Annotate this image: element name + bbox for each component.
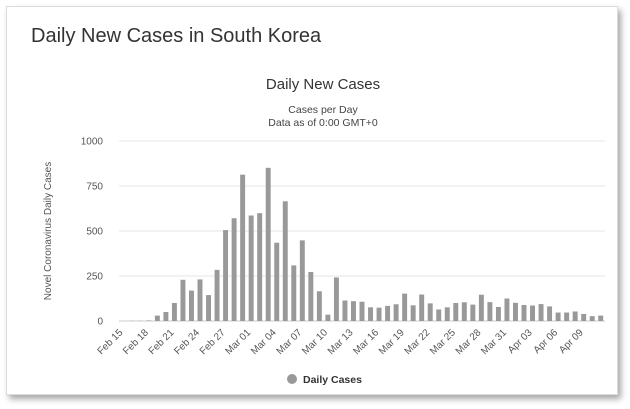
x-tick-label: Mar 28 (454, 327, 484, 357)
bar[interactable] (223, 230, 229, 321)
bar[interactable] (419, 294, 425, 321)
x-tick-label: Mar 25 (428, 327, 458, 357)
x-tick-label: Mar 22 (403, 327, 433, 357)
bar[interactable] (436, 309, 442, 321)
bar[interactable] (308, 272, 314, 321)
legend-marker[interactable] (287, 374, 297, 384)
bar[interactable] (538, 304, 544, 321)
bar[interactable] (589, 316, 595, 321)
bar[interactable] (564, 312, 570, 321)
y-axis-ticks: 0 250 500 750 1000 (81, 137, 104, 328)
bar[interactable] (478, 294, 484, 321)
bar[interactable] (197, 279, 203, 321)
bar[interactable] (453, 303, 459, 321)
bar[interactable] (231, 218, 237, 321)
y-tick-label: 1000 (81, 137, 104, 148)
bar[interactable] (402, 293, 408, 321)
x-tick-label: Apr 06 (532, 327, 561, 356)
bar[interactable] (351, 301, 356, 321)
x-tick-label: Mar 07 (275, 327, 305, 357)
x-tick-label: Feb 27 (198, 327, 228, 357)
x-tick-label: Feb 21 (147, 327, 177, 357)
bar[interactable] (206, 295, 211, 321)
bar[interactable] (444, 307, 450, 321)
bar[interactable] (385, 305, 391, 321)
bar[interactable] (368, 307, 373, 321)
chart-title: Daily New Cases (266, 76, 380, 93)
bar[interactable] (163, 312, 169, 321)
bar-series (129, 167, 604, 322)
bar[interactable] (521, 304, 527, 321)
bar[interactable] (504, 298, 510, 322)
bar[interactable] (572, 311, 578, 321)
bar[interactable] (180, 279, 186, 321)
x-tick-label: Mar 31 (479, 327, 509, 357)
bar[interactable] (265, 167, 271, 321)
bar[interactable] (487, 302, 493, 321)
bar[interactable] (333, 277, 339, 321)
bar[interactable] (282, 201, 288, 321)
x-tick-label: Feb 15 (96, 327, 126, 357)
bar[interactable] (530, 305, 535, 321)
bar-chart: Daily New Cases Cases per Day Data as of… (43, 76, 605, 386)
bar[interactable] (146, 320, 152, 321)
bar[interactable] (495, 306, 501, 321)
bar[interactable] (581, 313, 587, 321)
y-tick-label: 500 (86, 227, 103, 238)
bar[interactable] (461, 302, 467, 321)
bar[interactable] (427, 303, 433, 321)
bar[interactable] (470, 304, 476, 321)
chart-subtitle-line-2: Data as of 0:00 GMT+0 (268, 117, 378, 129)
bar[interactable] (393, 304, 399, 321)
y-axis-label: Novel Coronavirus Daily Cases (43, 162, 54, 300)
chart-subtitle-line-1: Cases per Day (288, 104, 358, 116)
bar[interactable] (154, 315, 160, 321)
bar[interactable] (555, 312, 561, 321)
page-title: Daily New Cases in South Korea (31, 25, 322, 47)
x-tick-label: Apr 09 (557, 327, 586, 356)
bar[interactable] (359, 301, 365, 321)
y-tick-label: 0 (97, 317, 103, 328)
x-tick-label: Mar 01 (223, 327, 253, 357)
bar[interactable] (240, 174, 246, 321)
x-tick-label: Mar 13 (326, 327, 356, 357)
bar[interactable] (171, 303, 177, 321)
bar[interactable] (325, 314, 331, 321)
bar[interactable] (598, 315, 604, 321)
legend[interactable]: Daily Cases (287, 374, 362, 386)
x-tick-label: Mar 16 (351, 327, 381, 357)
bar[interactable] (214, 269, 220, 321)
bar[interactable] (274, 242, 280, 321)
bar[interactable] (257, 213, 263, 321)
y-tick-label: 250 (86, 272, 103, 283)
bar[interactable] (547, 306, 553, 321)
x-tick-label: Mar 19 (377, 327, 407, 357)
bar[interactable] (189, 290, 194, 321)
bar[interactable] (410, 305, 416, 321)
x-tick-label: Feb 24 (172, 327, 202, 357)
legend-label[interactable]: Daily Cases (303, 374, 362, 386)
chart-card: Daily New Cases in South Korea Daily New… (6, 6, 618, 395)
bar[interactable] (248, 215, 254, 321)
bar[interactable] (299, 240, 305, 321)
x-tick-label: Mar 10 (300, 327, 330, 357)
bar[interactable] (291, 265, 297, 321)
bar[interactable] (342, 300, 348, 321)
x-tick-label: Mar 04 (249, 327, 279, 357)
bar[interactable] (376, 307, 382, 321)
bar[interactable] (513, 302, 518, 321)
x-tick-label: Apr 03 (506, 327, 535, 356)
x-tick-label: Feb 18 (121, 327, 151, 357)
bar[interactable] (316, 291, 322, 321)
y-tick-label: 750 (86, 182, 103, 193)
